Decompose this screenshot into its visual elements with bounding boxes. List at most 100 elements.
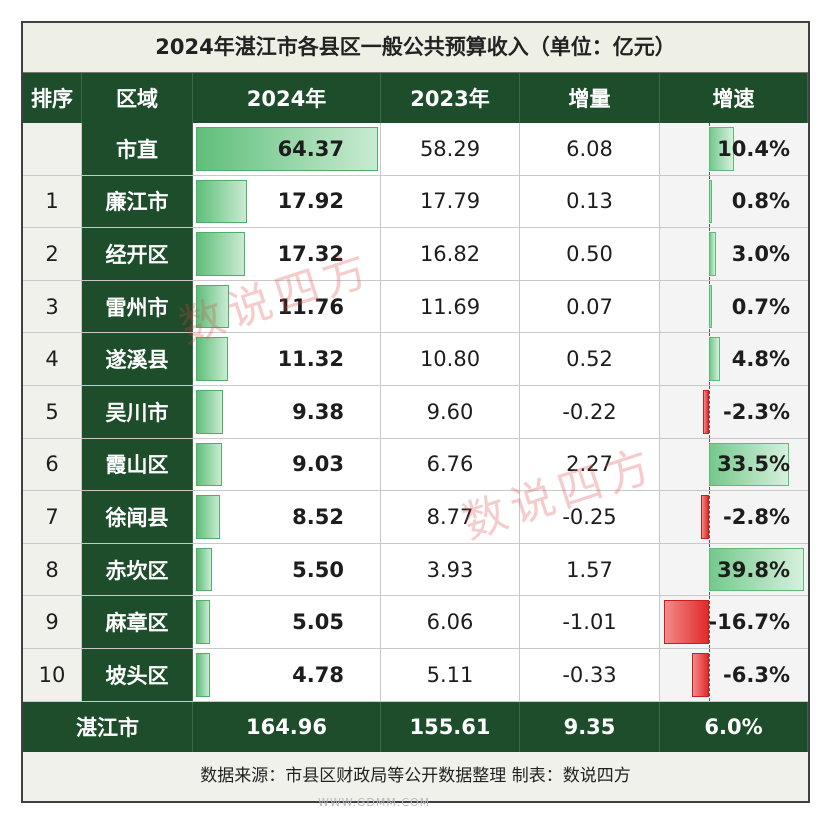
header-row: 排序 区域 2024年 2023年 增量 增速 (23, 73, 808, 123)
growth-bar-negative (702, 389, 709, 434)
header-growth: 增速 (660, 73, 808, 123)
table-row: 8 赤坎区 5.50 3.93 1.57 39.8% (23, 543, 808, 597)
table-row: 4 遂溪县 11.32 10.80 0.52 4.8% (23, 333, 808, 386)
header-2024: 2024年 (193, 73, 381, 123)
growth-cell: 0.8% (660, 175, 808, 228)
value-2023-cell: 5.11 (381, 648, 520, 701)
growth-label: -2.8% (723, 504, 790, 529)
bar-2024 (196, 179, 247, 224)
region-cell: 经开区 (82, 228, 193, 280)
growth-label: 10.4% (717, 136, 790, 161)
value-2024-label: 9.03 (292, 452, 344, 477)
total-increase: 9.35 (520, 701, 660, 752)
header-rank: 排序 (23, 73, 82, 123)
site-logo: WWW.GDMM.COM (318, 796, 431, 809)
value-2023-cell: 8.77 (381, 491, 520, 543)
value-2024-cell: 17.92 (193, 175, 381, 228)
growth-label: 39.8% (717, 557, 790, 582)
rank-cell (23, 123, 82, 175)
source-footer: 数据来源：市县区财政局等公开数据整理 制表：数说四方 (23, 751, 808, 801)
increase-cell: 0.52 (520, 333, 660, 385)
bar-2024 (196, 232, 245, 276)
region-cell: 雷州市 (82, 280, 193, 333)
growth-cell: 0.7% (660, 280, 808, 333)
increase-cell: 0.13 (520, 175, 660, 228)
region-cell: 吴川市 (82, 385, 193, 438)
growth-cell: 3.0% (660, 228, 808, 280)
region-cell: 坡头区 (82, 648, 193, 701)
rank-cell: 6 (23, 438, 82, 491)
increase-cell: -0.25 (520, 491, 660, 543)
region-cell: 遂溪县 (82, 333, 193, 385)
region-cell: 赤坎区 (82, 543, 193, 596)
value-2024-label: 9.38 (292, 399, 344, 424)
total-row: 湛江市 164.96 155.61 9.35 6.0% (23, 701, 808, 752)
region-cell: 廉江市 (82, 175, 193, 228)
increase-cell: 0.07 (520, 280, 660, 333)
increase-cell: 6.08 (520, 123, 660, 175)
region-cell: 市直 (82, 123, 193, 175)
bar-2024 (196, 495, 221, 539)
growth-label: 3.0% (731, 241, 790, 266)
growth-cell: -6.3% (660, 648, 808, 701)
header-region: 区域 (82, 73, 193, 123)
table-row: 7 徐闻县 8.52 8.77 -0.25 -2.8% (23, 491, 808, 544)
table-row: 6 霞山区 9.03 6.76 2.27 33.5% (23, 438, 808, 492)
growth-label: 0.8% (731, 189, 790, 214)
value-2024-cell: 4.78 (193, 648, 381, 701)
value-2024-cell: 64.37 (193, 123, 381, 175)
bar-2024 (196, 284, 230, 329)
total-growth: 6.0% (660, 701, 808, 752)
bar-2024 (196, 389, 223, 434)
value-2024-label: 17.32 (277, 241, 344, 266)
growth-bar-positive (709, 232, 717, 276)
value-2024-cell: 8.52 (193, 491, 381, 543)
rank-cell: 5 (23, 385, 82, 438)
growth-axis (709, 596, 710, 648)
growth-bar-positive (709, 442, 789, 487)
value-2024-cell: 5.50 (193, 543, 381, 596)
growth-cell: -2.8% (660, 491, 808, 543)
value-2024-label: 4.78 (292, 662, 344, 687)
growth-bar-positive (709, 284, 712, 329)
value-2024-cell: 17.32 (193, 228, 381, 280)
value-2023-cell: 3.93 (381, 543, 520, 596)
bar-2024 (196, 337, 228, 381)
value-2023-cell: 9.60 (381, 385, 520, 438)
increase-cell: 0.50 (520, 228, 660, 280)
growth-bar-positive (709, 127, 734, 171)
value-2023-cell: 6.06 (381, 596, 520, 648)
value-2023-cell: 58.29 (381, 123, 520, 175)
value-2024-label: 11.76 (277, 294, 344, 319)
value-2024-label: 64.37 (277, 136, 344, 161)
rank-cell: 2 (23, 228, 82, 280)
value-2024-label: 5.05 (292, 610, 344, 635)
budget-table: 2024年湛江市各县区一般公共预算收入（单位：亿元） 排序 区域 2024年 2… (21, 21, 810, 803)
table-row: 9 麻章区 5.05 6.06 -1.01 -16.7% (23, 596, 808, 649)
growth-bar-negative (692, 652, 709, 697)
rank-cell: 9 (23, 596, 82, 648)
value-2024-cell: 11.76 (193, 280, 381, 333)
rank-cell: 7 (23, 491, 82, 543)
table-row: 3 雷州市 11.76 11.69 0.07 0.7% (23, 280, 808, 334)
increase-cell: -0.22 (520, 385, 660, 438)
increase-cell: -0.33 (520, 648, 660, 701)
total-2024: 164.96 (193, 701, 381, 752)
growth-cell: 10.4% (660, 123, 808, 175)
rank-cell: 8 (23, 543, 82, 596)
value-2023-cell: 11.69 (381, 280, 520, 333)
bar-2024 (196, 442, 222, 487)
growth-cell: -2.3% (660, 385, 808, 438)
total-2023: 155.61 (381, 701, 520, 752)
growth-cell: 39.8% (660, 543, 808, 596)
value-2024-label: 11.32 (277, 347, 344, 372)
increase-cell: 2.27 (520, 438, 660, 491)
rank-cell: 4 (23, 333, 82, 385)
growth-bar-positive (709, 179, 712, 224)
growth-cell: 4.8% (660, 333, 808, 385)
growth-axis (709, 648, 710, 701)
growth-label: -6.3% (723, 662, 790, 687)
table-body: 市直 64.37 58.29 6.08 10.4% 1 廉江市 17.92 17.79 0.13 0… (23, 123, 808, 702)
table-row: 1 廉江市 17.92 17.79 0.13 0.8% (23, 175, 808, 229)
growth-bar-positive (709, 337, 721, 381)
